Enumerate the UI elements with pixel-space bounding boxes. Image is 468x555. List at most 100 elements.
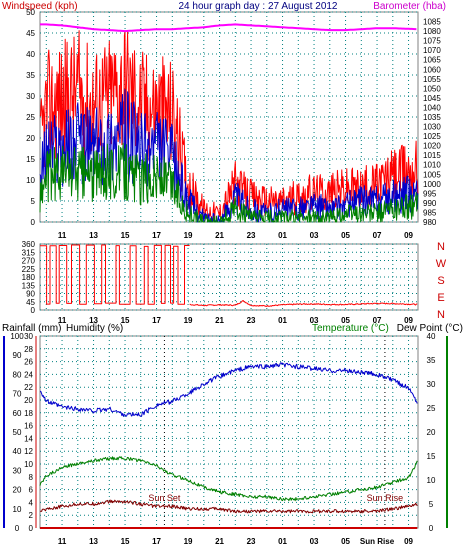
x-tick-label: 11: [58, 316, 67, 325]
temperature-tick-label: 10: [427, 476, 436, 485]
humidity-tick-label: 80: [13, 370, 22, 379]
barometer-tick-label: 1040: [423, 103, 441, 112]
barometer-tick-label: 1085: [423, 18, 441, 27]
rainfall-tick-label: 24: [24, 370, 33, 379]
windspeed-tick-label: 45: [26, 29, 35, 38]
barometer-tick-label: 1015: [423, 151, 441, 160]
temperature-axis-ticks: 0 5 10 15 20 25 30 35 40: [427, 332, 436, 533]
temperature-tick-label: 35: [427, 356, 436, 365]
temperature-tick-label: 25: [427, 404, 436, 413]
x-tick-label: 03: [310, 231, 319, 240]
x-tick-label: 05: [341, 537, 350, 546]
rainfall-tick-label: 22: [24, 383, 33, 392]
sun-annotation-label: Sun Set: [148, 493, 181, 503]
direction-tick-label: 225: [22, 265, 36, 274]
x-tick-label: 23: [247, 537, 256, 546]
barometer-tick-label: 1025: [423, 132, 441, 141]
rainfall-tick-label: 16: [24, 422, 33, 431]
x-tick-label: 17: [152, 231, 161, 240]
series-line-barometer: [40, 23, 417, 33]
x-tick-label: 01: [278, 537, 287, 546]
windspeed-tick-label: 30: [26, 92, 35, 101]
windspeed-tick-label: 5: [31, 197, 36, 206]
barometer-tick-label: 1060: [423, 65, 441, 74]
windspeed-tick-label: 35: [26, 71, 35, 80]
barometer-tick-label: 1030: [423, 123, 441, 132]
humidity-tick-label: 90: [13, 351, 22, 360]
humidity-tick-label: 70: [13, 390, 22, 399]
dewpoint-axis-label: Dew Point (°C): [397, 323, 463, 334]
barometer-tick-label: 980: [423, 218, 437, 227]
barometer-axis-ticks: 9809859909951000100510101015102010251030…: [423, 18, 441, 227]
temperature-tick-label: 40: [427, 332, 436, 341]
rainfall-tick-label: 18: [24, 409, 33, 418]
barometer-tick-label: 1000: [423, 180, 441, 189]
temperature-panel-series: [39, 362, 418, 529]
rainfall-tick-label: 8: [29, 473, 34, 482]
series-line-humidity: [39, 362, 418, 417]
x-tick-label: 05: [341, 316, 350, 325]
direction-tick-label: 315: [22, 248, 36, 257]
windspeed-tick-label: 0: [31, 218, 36, 227]
rainfall-tick-label: 4: [29, 498, 34, 507]
compass-label: E: [437, 292, 444, 304]
x-tick-label: 01: [278, 231, 287, 240]
humidity-tick-label: 30: [13, 466, 22, 475]
barometer-tick-label: 1055: [423, 75, 441, 84]
temperature-tick-label: 20: [427, 428, 436, 437]
x-tick-label: 21: [215, 316, 224, 325]
barometer-tick-label: 1010: [423, 161, 441, 170]
barometer-tick-label: 1075: [423, 37, 441, 46]
rainfall-tick-label: 26: [24, 358, 33, 367]
series-line-windspeed: [39, 142, 419, 223]
sun-annotations: Sun Set Sun Rise: [148, 336, 403, 528]
direction-tick-label: 360: [22, 240, 36, 249]
barometer-tick-label: 1035: [423, 113, 441, 122]
x-tick-label: 11: [58, 231, 67, 240]
humidity-tick-label: 0: [15, 524, 20, 533]
temperature-axis-label: Temperature (°C): [312, 323, 389, 334]
sun-annotation-label: Sun Rise: [367, 493, 404, 503]
compass-label: N: [437, 309, 445, 321]
barometer-tick-label: 1020: [423, 142, 441, 151]
x-tick-label: 19: [184, 316, 193, 325]
direction-tick-label: 0: [31, 306, 36, 315]
x-tick-label: 03: [310, 316, 319, 325]
rainfall-tick-label: 10: [24, 460, 33, 469]
x-tick-label: 13: [89, 537, 98, 546]
series-line-wind-direction-settled: [189, 300, 418, 307]
barometer-tick-label: 985: [423, 208, 437, 217]
humidity-tick-label: 20: [13, 486, 22, 495]
series-line-gust: [39, 30, 419, 222]
series-line-dew-point: [39, 499, 418, 514]
direction-panel-frame: [39, 243, 419, 311]
windspeed-tick-label: 25: [26, 113, 35, 122]
humidity-tick-label: 100: [10, 332, 24, 341]
series-line-temperature: [39, 456, 418, 502]
x-tick-label: 21: [215, 231, 224, 240]
rainfall-tick-label: 14: [24, 434, 33, 443]
direction-tick-label: 135: [22, 281, 36, 290]
x-tick-label: 13: [89, 316, 98, 325]
x-tick-label: 15: [121, 537, 130, 546]
rainfall-tick-label: 2: [29, 511, 34, 520]
x-tick-label: 09: [404, 231, 413, 240]
x-tick-label: 13: [89, 231, 98, 240]
rainfall-tick-label: 20: [24, 396, 33, 405]
series-line-wind-direction-variable: [40, 244, 190, 305]
x-tick-label: 19: [184, 537, 193, 546]
x-tick-label: 23: [247, 231, 256, 240]
humidity-axis-label: Humidity (%): [66, 323, 123, 334]
barometer-axis-label: Barometer (hba): [373, 1, 446, 12]
x-tick-label: 05: [341, 231, 350, 240]
barometer-tick-label: 1080: [423, 27, 441, 36]
windspeed-axis-label: Windspeed (kph): [2, 1, 78, 12]
x-tick-label: 17: [152, 537, 161, 546]
x-tick-label: 17: [152, 316, 161, 325]
barometer-tick-label: 990: [423, 199, 437, 208]
x-tick-label: 15: [121, 231, 130, 240]
rainfall-axis-label: Rainfall (mm): [2, 323, 61, 334]
